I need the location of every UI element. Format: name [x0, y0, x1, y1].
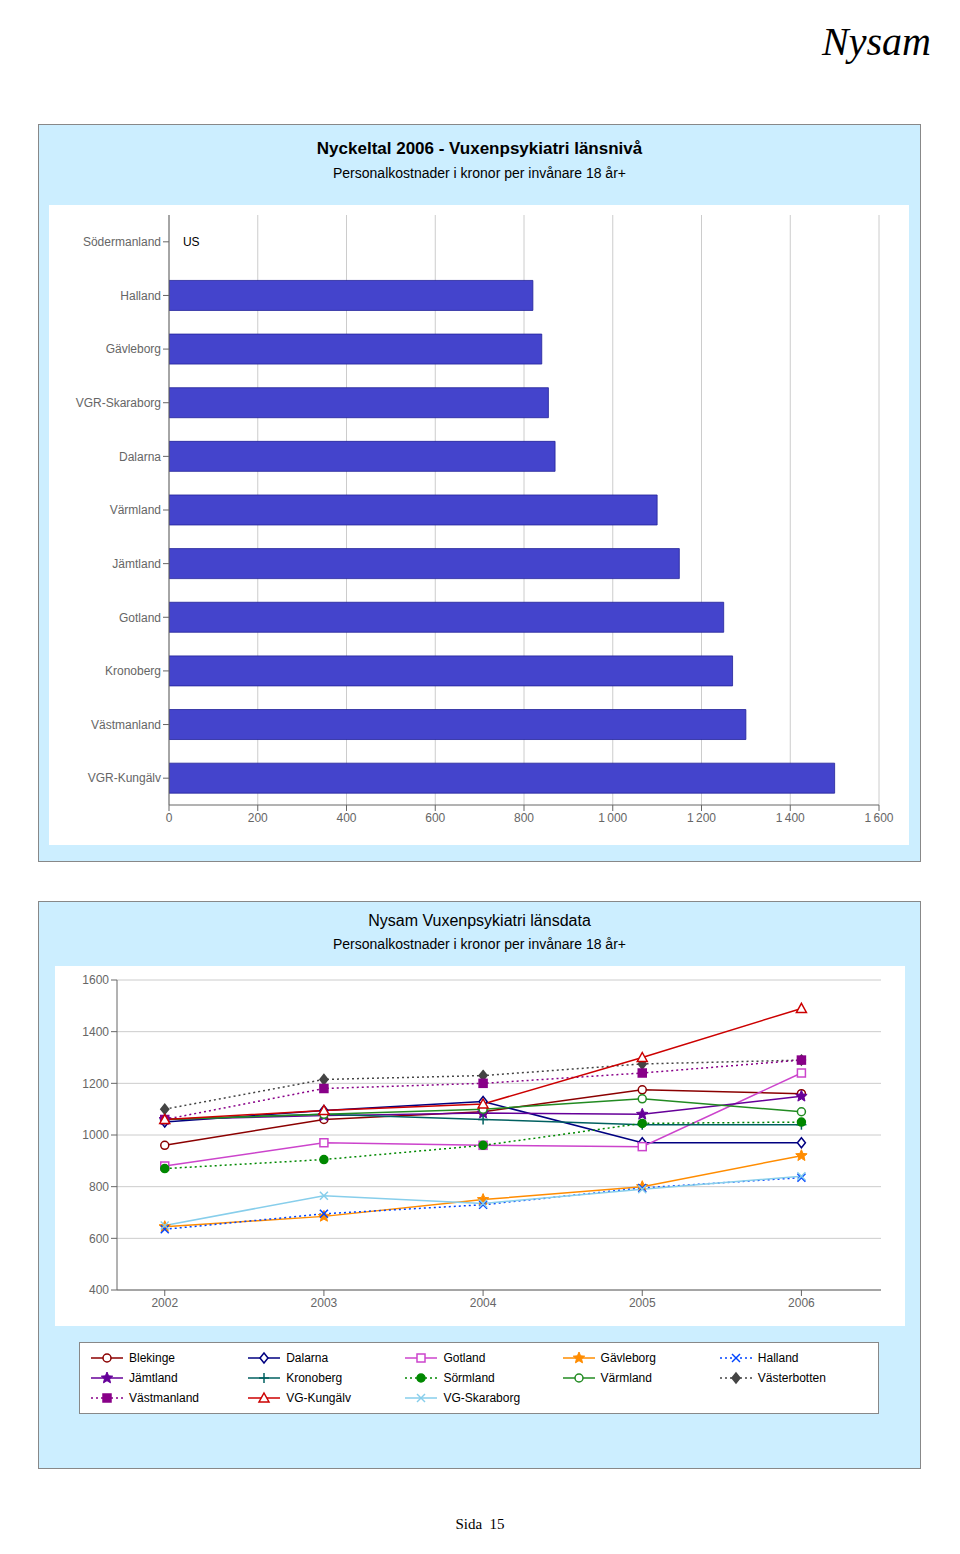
svg-text:VGR-Kungälv: VGR-Kungälv: [88, 771, 161, 785]
html-text:Västmanland: Västmanland: [129, 1391, 199, 1405]
svg-text:800: 800: [514, 811, 534, 825]
svg-text:Gotland: Gotland: [119, 611, 161, 625]
svg-text:2004: 2004: [470, 1296, 497, 1310]
svg-text:2005: 2005: [629, 1296, 656, 1310]
svg-text:2003: 2003: [311, 1296, 338, 1310]
svg-text:800: 800: [89, 1180, 109, 1194]
svg-text:1200: 1200: [82, 1077, 109, 1091]
html-text:Dalarna: Dalarna: [286, 1351, 329, 1365]
svg-text:400: 400: [336, 811, 356, 825]
svg-text:1 000: 1 000: [598, 811, 627, 825]
svg-text:Värmland: Värmland: [110, 503, 161, 517]
html-text:VG-Kungälv: VG-Kungälv: [286, 1391, 351, 1405]
html-text:Gävleborg: Gävleborg: [600, 1351, 656, 1365]
svg-text:1 600: 1 600: [864, 811, 893, 825]
html-text:Västerbotten: Västerbotten: [757, 1371, 826, 1385]
html-text:VG-Skaraborg: VG-Skaraborg: [443, 1391, 521, 1405]
html-text:Kronoberg: Kronoberg: [286, 1371, 343, 1385]
svg-text:Västmanland: Västmanland: [91, 718, 161, 732]
html-text:Sörmland: Sörmland: [443, 1371, 495, 1385]
svg-text:Gävleborg: Gävleborg: [106, 342, 161, 356]
html-text:Gotland: Gotland: [443, 1351, 486, 1365]
svg-text:Södermanland: Södermanland: [83, 235, 161, 249]
html-text:Personalkostnader i kronor per: Personalkostnader i kronor per invånare …: [333, 165, 626, 181]
html-text:Personalkostnader i kronor per: Personalkostnader i kronor per invånare …: [333, 936, 626, 952]
svg-text:200: 200: [248, 811, 268, 825]
html-text:Jämtland: Jämtland: [129, 1371, 178, 1385]
html-text:Halland: Halland: [757, 1351, 799, 1365]
html-text:Blekinge: Blekinge: [129, 1351, 175, 1365]
svg-text:1000: 1000: [82, 1128, 109, 1142]
svg-text:US: US: [183, 235, 200, 249]
svg-text:600: 600: [89, 1232, 109, 1246]
svg-text:2006: 2006: [788, 1296, 815, 1310]
svg-text:1600: 1600: [82, 973, 109, 987]
svg-text:1 400: 1 400: [776, 811, 805, 825]
svg-text:Kronoberg: Kronoberg: [105, 664, 161, 678]
svg-text:2002: 2002: [151, 1296, 178, 1310]
svg-text:Dalarna: Dalarna: [119, 450, 161, 464]
svg-text:Halland: Halland: [120, 289, 161, 303]
html-text:Nysam: Nysam: [822, 19, 931, 64]
html-text:Värmland: Värmland: [600, 1371, 652, 1385]
svg-text:Jämtland: Jämtland: [112, 557, 161, 571]
svg-text:VGR-Skaraborg: VGR-Skaraborg: [76, 396, 161, 410]
html-text:Sida 15: Sida 15: [455, 1516, 505, 1532]
svg-text:600: 600: [425, 811, 445, 825]
html-text:Nysam Vuxenpsykiatri länsdata: Nysam Vuxenpsykiatri länsdata: [368, 912, 591, 929]
svg-text:1 200: 1 200: [687, 811, 716, 825]
svg-text:1400: 1400: [82, 1025, 109, 1039]
svg-text:400: 400: [89, 1283, 109, 1297]
html-text:Nyckeltal 2006 - Vuxenpsykiatr: Nyckeltal 2006 - Vuxenpsykiatri länsnivå: [316, 139, 643, 158]
svg-text:0: 0: [166, 811, 173, 825]
